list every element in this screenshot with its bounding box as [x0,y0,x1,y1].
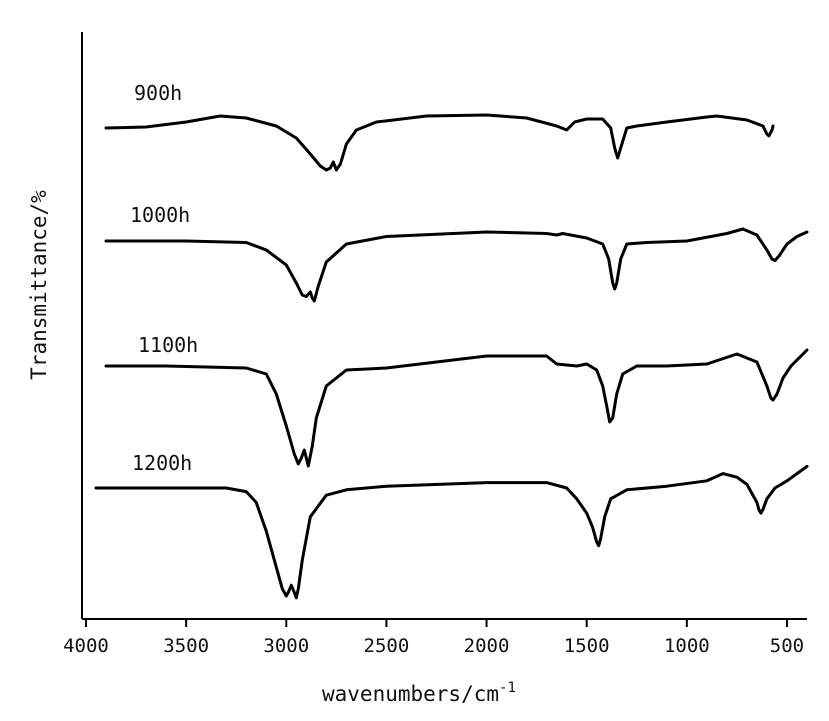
x-tick-label: 1500 [564,635,610,657]
series-label-900h: 900h [134,81,182,105]
series-labels: 900h 1000h 1100h 1200h [130,81,198,475]
x-axis-title: wavenumbers/cm-1 [322,680,516,706]
spectrum-curve-1000h [104,227,809,303]
x-tick-label: 4000 [63,635,109,657]
x-tick-label: 3500 [163,635,209,657]
x-tick-label: 3000 [263,635,309,657]
x-ticks [85,619,788,627]
spectra-curves [94,113,809,600]
series-label-1100h: 1100h [138,333,198,357]
x-tick-labels: 4000 3500 3000 2500 2000 1500 1000 500 [63,635,804,657]
spectrum-curve-1100h [104,348,809,468]
x-axis-title-text: wavenumbers/cm [322,682,499,706]
series-label-1000h: 1000h [130,203,190,227]
x-tick-label: 500 [770,635,804,657]
x-tick-label: 2000 [464,635,510,657]
spectrum-curve-900h [104,113,775,172]
series-label-1200h: 1200h [132,451,192,475]
x-tick-label: 1000 [664,635,710,657]
x-axis-title-superscript: -1 [499,680,516,696]
x-tick-label: 2500 [364,635,410,657]
y-axis-title: Transmittance/% [27,190,51,380]
spectrum-curve-1200h [94,464,809,600]
